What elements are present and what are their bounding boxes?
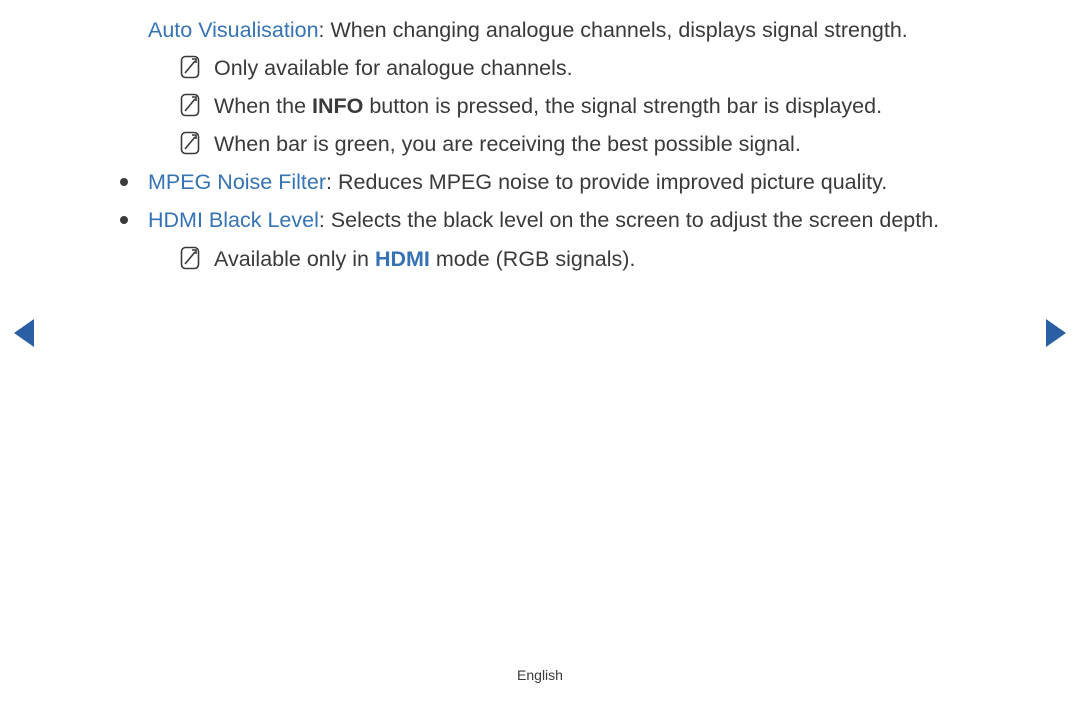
note-text: When the INFO button is pressed, the sig… [214,91,943,121]
content-area: Auto Visualisation: When changing analog… [148,15,943,282]
mpeg-text: MPEG Noise Filter: Reduces MPEG noise to… [148,167,943,197]
hdmi-desc: : Selects the black level on the screen … [319,208,939,232]
note-bold: INFO [312,94,363,118]
note-text: When bar is green, you are receiving the… [214,129,943,159]
auto-visualisation-term: Auto Visualisation [148,18,319,42]
bullet-icon [120,178,128,186]
note-line: When bar is green, you are receiving the… [180,129,943,159]
nav-next-button[interactable] [1044,317,1068,349]
hdmi-block: HDMI Black Level: Selects the black leve… [120,205,943,235]
note-post: mode (RGB signals). [430,247,636,271]
mpeg-term: MPEG Noise Filter [148,170,326,194]
note-post: button is pressed, the signal strength b… [363,94,882,118]
note-line: Available only in HDMI mode (RGB signals… [180,244,943,274]
bullet-icon [120,216,128,224]
note-icon [180,246,200,270]
note-pre: When the [214,94,312,118]
mpeg-desc: : Reduces MPEG noise to provide improved… [326,170,887,194]
auto-visualisation-block: Auto Visualisation: When changing analog… [148,15,943,45]
note-pre: Available only in [214,247,375,271]
note-text: Available only in HDMI mode (RGB signals… [214,244,943,274]
footer-language: English [0,667,1080,683]
note-text: Only available for analogue channels. [214,53,943,83]
note-bold-blue: HDMI [375,247,430,271]
auto-visualisation-desc: : When changing analogue channels, displ… [319,18,908,42]
note-line: Only available for analogue channels. [180,53,943,83]
note-icon [180,93,200,117]
nav-prev-button[interactable] [12,317,36,349]
hdmi-text: HDMI Black Level: Selects the black leve… [148,205,943,235]
note-line: When the INFO button is pressed, the sig… [180,91,943,121]
note-icon [180,55,200,79]
mpeg-block: MPEG Noise Filter: Reduces MPEG noise to… [120,167,943,197]
note-icon [180,131,200,155]
hdmi-term: HDMI Black Level [148,208,319,232]
